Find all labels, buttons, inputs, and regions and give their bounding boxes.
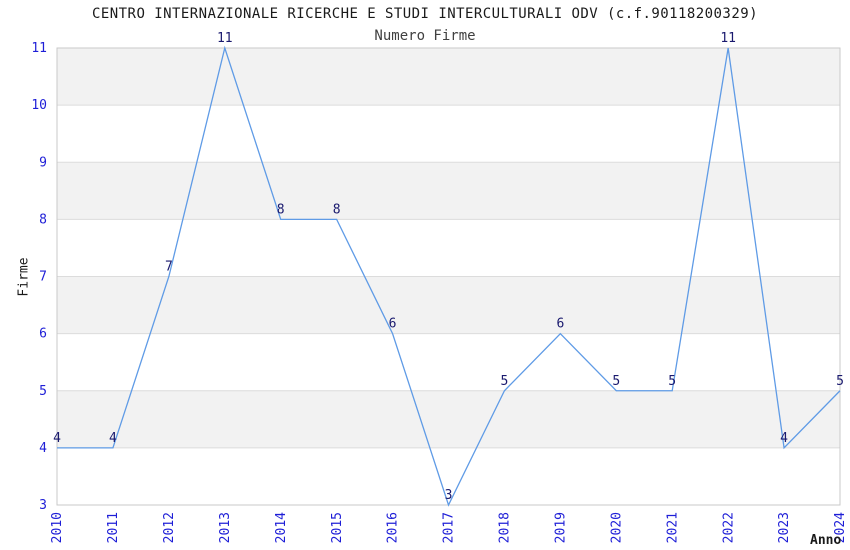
data-label: 8 [277,202,285,217]
x-tick-label: 2015 [330,512,345,543]
y-tick-label: 3 [39,498,47,513]
x-tick-label: 2019 [554,512,569,543]
chart-subtitle: Numero Firme [374,28,476,44]
data-label: 5 [668,374,676,389]
data-label: 6 [556,317,564,332]
grid-band [57,48,840,106]
data-label: 4 [780,431,788,446]
x-tick-label: 2012 [162,512,177,543]
x-tick-label: 2022 [721,512,736,543]
x-tick-label: 2014 [274,512,289,543]
x-tick-label: 2021 [665,512,680,543]
x-tick-label: 2011 [106,512,121,543]
chart-title: CENTRO INTERNAZIONALE RICERCHE E STUDI I… [92,6,758,22]
data-label: 4 [53,431,61,446]
x-tick-label: 2016 [386,512,401,543]
data-label: 8 [333,202,341,217]
y-tick-label: 11 [31,41,47,56]
y-tick-label: 6 [39,327,47,342]
data-label: 3 [445,488,453,503]
x-axis-title: Anno [810,533,842,548]
data-label: 6 [389,317,397,332]
y-tick-label: 4 [39,441,47,456]
y-tick-label: 8 [39,212,47,227]
grid-band [57,276,840,334]
x-tick-label: 2017 [442,512,457,543]
y-tick-label: 5 [39,384,47,399]
y-tick-label: 7 [39,270,47,285]
data-label: 11 [720,31,736,46]
data-label: 5 [836,374,844,389]
x-tick-label: 2020 [609,512,624,543]
x-tick-label: 2010 [50,512,65,543]
y-tick-label: 10 [31,98,47,113]
data-label: 5 [612,374,620,389]
x-tick-label: 2024 [833,512,848,543]
grid-band [57,390,840,448]
grid-band [57,162,840,220]
data-label: 4 [109,431,117,446]
data-label: 7 [165,260,173,275]
data-label: 5 [501,374,509,389]
x-tick-label: 2013 [218,512,233,543]
x-tick-label: 2018 [498,512,513,543]
firme-line [57,45,841,507]
y-tick-label: 9 [39,155,47,170]
y-axis-title: Firme [16,257,32,297]
x-tick-label: 2023 [777,512,792,543]
data-label: 11 [217,31,233,46]
